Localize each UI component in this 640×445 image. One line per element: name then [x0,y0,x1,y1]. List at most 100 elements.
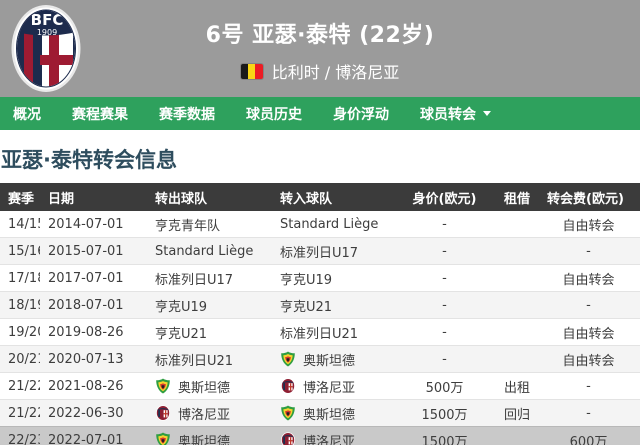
oostende-crest-icon [280,405,296,421]
col-from: 转出球队 [147,183,272,211]
value-cell: - [442,216,447,232]
nav-item-fixtures[interactable]: 赛程赛果 [72,106,128,123]
from-team-cell: 亨克U21 [155,326,208,342]
season-cell: 21/22 [8,405,40,421]
value-cell: 1500万 [421,434,468,445]
nav-bar: 概况 赛程赛果 赛季数据 球员历史 身价浮动 球员转会 [0,97,640,130]
date-cell: 2022-07-01 [48,432,124,445]
table-row: 21/22 2022-06-30 博洛尼亚 奥斯坦德 1500万 回归 - [0,399,640,427]
to-team-cell: 标准列日U17 [280,245,359,261]
loan-cell [497,292,537,319]
date-cell: 2020-07-13 [48,351,124,367]
table-row: 19/20 2019-08-26 亨克U21 标准列日U21 - 自由转会 [0,318,640,346]
nav-item-player-history[interactable]: 球员历史 [246,106,302,123]
to-team-cell: 标准列日U21 [280,326,359,342]
fee-cell: 自由转会 [562,326,615,342]
col-to: 转入球队 [272,183,392,211]
col-value: 身价(欧元) [392,183,497,211]
to-team-cell: Standard Liège [280,216,379,232]
table-row: 15/16 2015-07-01 Standard Liège 标准列日U17 … [0,237,640,265]
oostende-crest-icon [280,351,296,367]
season-cell: 14/15 [8,216,40,232]
loan-cell [497,211,537,238]
svg-text:BFC: BFC [31,11,64,29]
from-team-cell: 奥斯坦德 [147,373,272,400]
value-cell: - [442,243,447,259]
season-cell: 17/18 [8,270,40,286]
table-row: 17/18 2017-07-01 标准列日U17 亨克U19 - 自由转会 [0,264,640,292]
season-cell: 21/22 [8,378,40,394]
season-cell: 15/16 [8,243,40,259]
col-fee: 转会费(欧元) [537,183,640,211]
nav-item-season-stats[interactable]: 赛季数据 [159,106,215,123]
to-team-cell: 博洛尼亚 [272,427,392,445]
to-team-cell: 奥斯坦德 [272,346,392,373]
fee-cell: 自由转会 [562,272,615,288]
from-team-cell: 博洛尼亚 [147,400,272,427]
nav-item-transfers[interactable]: 球员转会 [420,104,491,124]
loan-cell [497,265,537,292]
value-cell: 1500万 [421,407,468,423]
svg-text:1909: 1909 [37,28,57,37]
table-header-row: 赛季 日期 转出球队 转入球队 身价(欧元) 租借 转会费(欧元) [0,183,640,211]
value-cell: - [442,351,447,367]
date-cell: 2017-07-01 [48,270,124,286]
season-cell: 19/20 [8,324,40,340]
value-cell: - [442,324,447,340]
col-loan: 租借 [497,183,537,211]
to-team-cell: 亨克U21 [280,299,333,315]
player-header: BFC 1909 6号 亚瑟·泰特 (22岁) 比利时 / 博洛尼亚 [0,0,640,97]
table-row: 22/23 2022-07-01 奥斯坦德 博洛尼亚 1500万 600万 [0,426,640,445]
value-cell: - [442,297,447,313]
col-date: 日期 [40,183,147,211]
player-title: 6号 亚瑟·泰特 (22岁) [205,23,435,48]
oostende-crest-icon [155,378,171,394]
bologna-crest-icon [280,432,296,445]
bologna-crest-icon [280,378,296,394]
from-team-cell: 标准列日U17 [155,272,234,288]
oostende-crest-icon [155,432,171,445]
table-row: 14/15 2014-07-01 亨克青年队 Standard Liège - … [0,211,640,238]
date-cell: 2015-07-01 [48,243,124,259]
transfer-table: 赛季 日期 转出球队 转入球队 身价(欧元) 租借 转会费(欧元) 14/15 … [0,183,640,445]
to-team-cell: 亨克U19 [280,272,333,288]
to-team-cell: 奥斯坦德 [272,400,392,427]
date-cell: 2021-08-26 [48,378,124,394]
table-row: 20/21 2020-07-13 标准列日U21 奥斯坦德 - 自由转会 [0,345,640,373]
loan-cell [497,319,537,346]
from-team-cell: 标准列日U21 [155,353,234,369]
value-cell: 500万 [425,380,464,396]
fee-cell: 自由转会 [562,218,615,234]
loan-cell [497,346,537,373]
fee-cell: 600万 [569,434,608,445]
from-team-cell: 奥斯坦德 [147,427,272,445]
bologna-crest-logo: BFC 1909 [11,5,81,92]
date-cell: 2019-08-26 [48,324,124,340]
bologna-crest-icon [155,405,171,421]
from-team-cell: Standard Liège [155,243,254,259]
loan-cell [497,238,537,265]
from-team-cell: 亨克U19 [155,299,208,315]
page-title: 亚瑟·泰特转会信息 [1,147,177,172]
season-cell: 22/23 [8,432,40,445]
fee-cell: - [586,297,591,313]
to-team-cell: 博洛尼亚 [272,373,392,400]
loan-cell [497,427,537,445]
player-nationality-club: 比利时 / 博洛尼亚 [271,63,400,82]
nav-item-overview[interactable]: 概况 [13,106,41,123]
season-cell: 20/21 [8,351,40,367]
fee-cell: - [586,243,591,259]
date-cell: 2022-06-30 [48,405,124,421]
date-cell: 2014-07-01 [48,216,124,232]
nav-item-market-value[interactable]: 身价浮动 [333,106,389,123]
belgium-flag-icon [240,63,263,79]
table-row: 18/19 2018-07-01 亨克U19 亨克U21 - - [0,291,640,319]
loan-cell: 出租 [503,380,530,396]
from-team-cell: 亨克青年队 [155,218,221,234]
value-cell: - [442,270,447,286]
col-season: 赛季 [0,183,40,211]
season-cell: 18/19 [8,297,40,313]
fee-cell: 自由转会 [562,353,615,369]
fee-cell: - [586,405,591,421]
loan-cell: 回归 [503,407,530,423]
